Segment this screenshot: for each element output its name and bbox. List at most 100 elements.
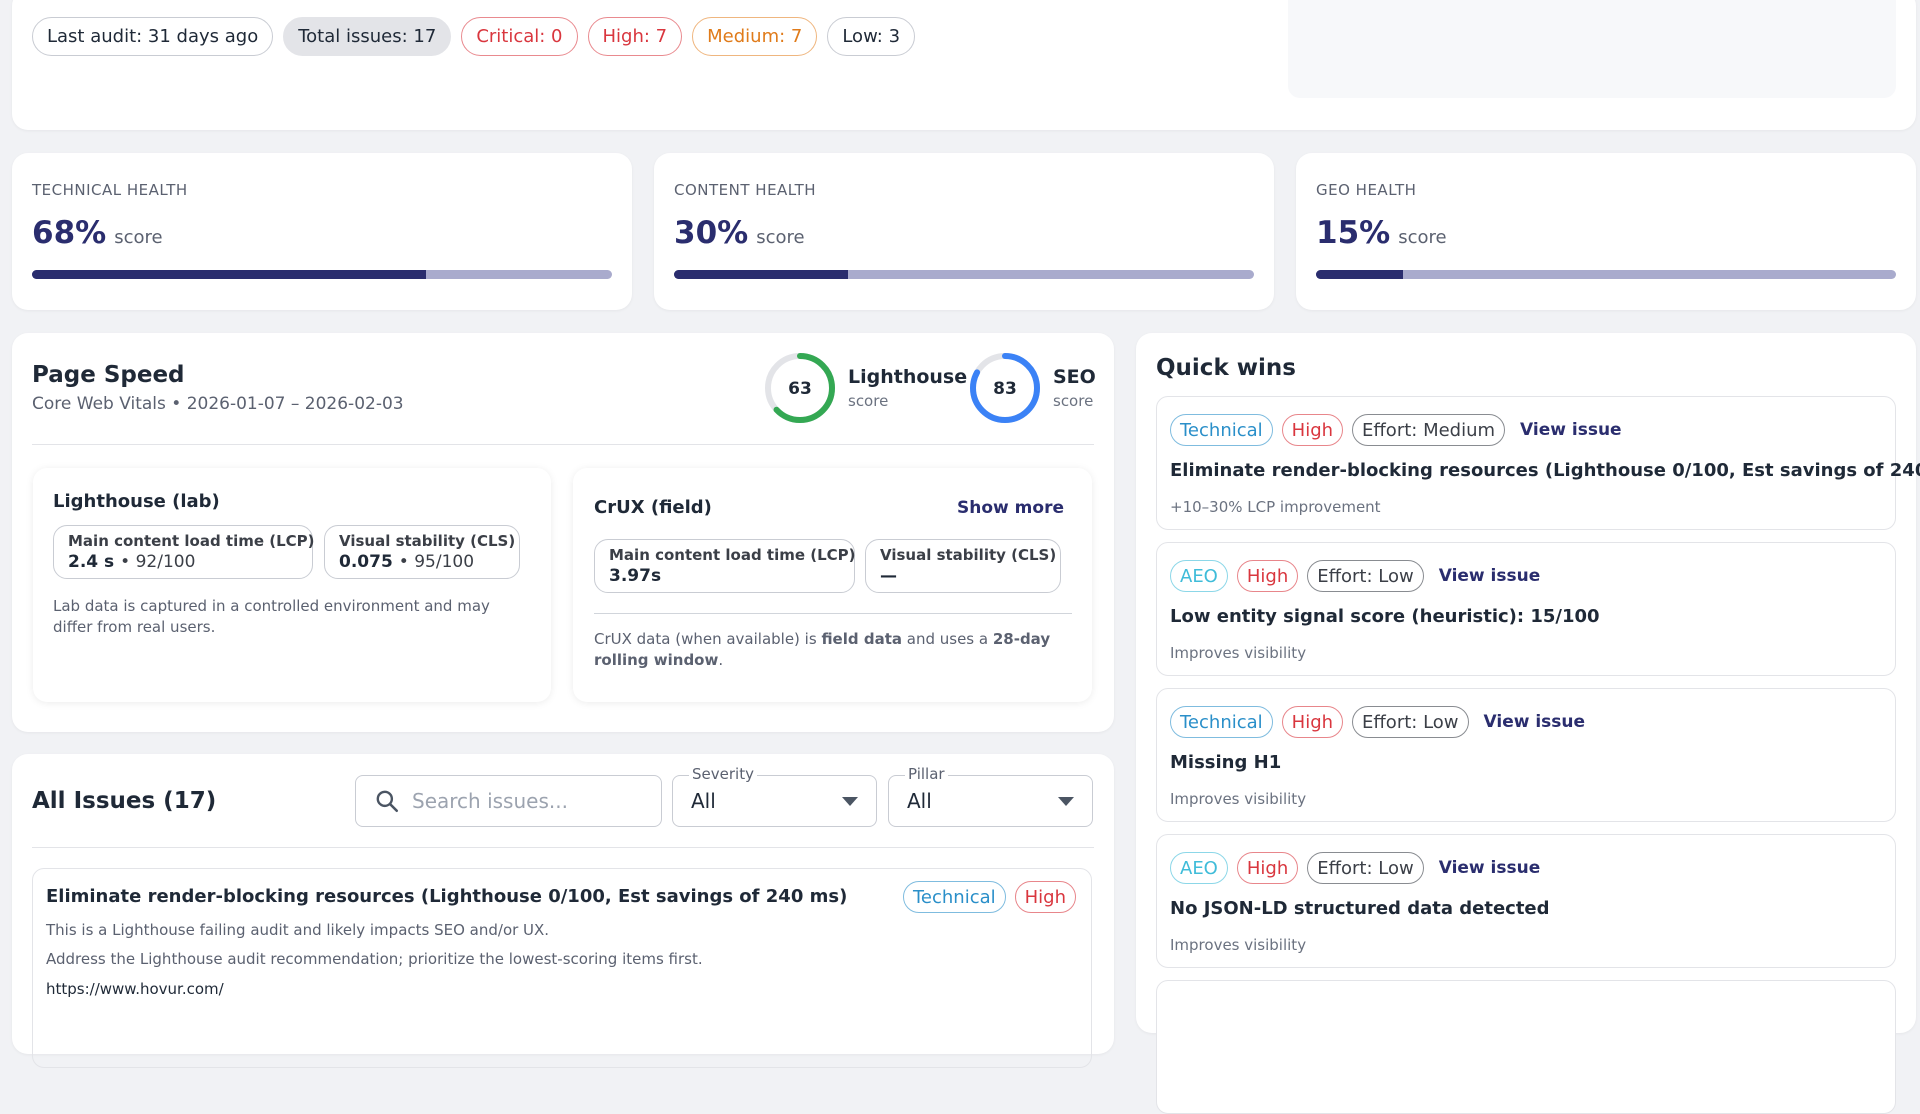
quick-win-item: Technical High Effort: Medium View issue Eli… <box>1156 396 1920 530</box>
tag: High <box>1236 852 1299 884</box>
summary-chip: Medium: 7 <box>692 17 818 56</box>
filter-label: Pillar <box>905 765 948 783</box>
tag-row: Technical High Effort: Low View issue <box>1170 706 1585 738</box>
field-card: CrUX (field) Show more CrUX data (when a… <box>573 468 1092 702</box>
note-part: 28-day rolling window <box>594 630 1051 669</box>
metric-name: Main content load time (LCP) <box>609 546 856 564</box>
view-issue-link[interactable]: View issue <box>1483 712 1586 732</box>
health-value: 30% score <box>674 215 805 251</box>
summary-chip: Total issues: 17 <box>283 17 452 56</box>
tag: AEO <box>1170 852 1228 884</box>
gauge-value: 83 <box>993 379 1017 399</box>
metric-chip: Main content load time (LCP) 3.97s <box>594 539 856 593</box>
tag: Technical <box>1170 706 1273 738</box>
note: CrUX data (when available) is field data… <box>594 629 1064 671</box>
summary-chip: Last audit: 31 days ago <box>32 17 274 56</box>
quick-win-item <box>1156 980 1896 1114</box>
summary-chip: High: 7 <box>587 17 683 56</box>
divider <box>32 444 1094 445</box>
metric-chip: Visual stability (CLS) — <box>865 539 1061 593</box>
view-issue-link[interactable]: View issue <box>1438 566 1541 586</box>
filter-select[interactable]: Severity All <box>672 765 877 827</box>
metric-score: • 92/100 <box>120 552 196 572</box>
tag: High <box>1281 414 1344 446</box>
tag: Effort: Low <box>1307 560 1424 592</box>
gauge-value: 63 <box>788 379 812 399</box>
dropdown-caret <box>1058 797 1074 806</box>
health-value-label: 68% <box>32 215 107 251</box>
quick-win-detail: Improves visibility <box>1170 790 1307 808</box>
summary-chip: Critical: 0 <box>461 17 578 56</box>
gauge-sub: score <box>848 392 889 410</box>
quick-win-item: AEO High Effort: Low View issue No JSON-LD s… <box>1156 834 1896 968</box>
screenshot-placeholder <box>1288 0 1896 98</box>
gauge-sub: score <box>1053 392 1094 410</box>
progress-track <box>1316 270 1896 279</box>
note-part: and uses a <box>901 630 993 648</box>
metric-value: 3.97s <box>609 566 840 586</box>
gauge-label: SEO <box>1053 366 1096 388</box>
tag: High <box>1236 560 1299 592</box>
progress-fill <box>32 270 427 279</box>
issue-item: Eliminate render-blocking resources (Lig… <box>32 868 1092 1068</box>
dropdown-caret <box>842 797 858 806</box>
search-placeholder: Search issues... <box>412 789 568 813</box>
metric-name: Visual stability (CLS) <box>880 546 1057 564</box>
quick-win-item: AEO High Effort: Low View issue Low entity s… <box>1156 542 1896 676</box>
metric-value-text: 0.075 <box>339 552 393 572</box>
section-title: Quick wins <box>1156 355 1296 381</box>
health-label: GEO HEALTH <box>1316 181 1417 199</box>
issue-text: This is a Lighthouse failing audit and l… <box>46 921 550 939</box>
caret <box>842 797 858 806</box>
metric-value: 2.4 s • 92/100 <box>68 552 298 572</box>
quick-win-title: Missing H1 <box>1170 752 1282 773</box>
card-title: CrUX (field) <box>594 497 712 518</box>
quick-win-title: No JSON-LD structured data detected <box>1170 898 1550 919</box>
tag: High <box>1014 881 1076 913</box>
section-title: All Issues (17) <box>32 788 217 814</box>
tag-row: Technical High <box>902 881 1085 913</box>
tag-row: Technical High Effort: Medium View issue <box>1170 414 1622 446</box>
metric-name: Visual stability (CLS) <box>339 532 516 550</box>
progress-track <box>32 270 612 279</box>
show-more[interactable]: Show more <box>957 498 1064 518</box>
progress-fill <box>674 270 848 279</box>
tag-row: AEO High Effort: Low View issue <box>1170 560 1540 592</box>
metric-value-text: 2.4 s <box>68 552 115 572</box>
metric-name: Main content load time (LCP) <box>68 532 315 550</box>
page: Last audit: 31 days ago Total issues: 17 C… <box>12 0 1920 1114</box>
metric-value-text: 3.97s <box>609 566 662 586</box>
gauge-label: Lighthouse <box>848 366 968 388</box>
quick-win-detail: +10–30% LCP improvement <box>1170 498 1381 516</box>
tag: Effort: Low <box>1307 852 1424 884</box>
section-title: Page Speed <box>32 362 185 388</box>
progress-track <box>674 270 1254 279</box>
issues-card: All Issues (17) Search issues... Severit… <box>12 754 1114 1068</box>
tag: Effort: Medium <box>1352 414 1506 446</box>
quick-win-detail: Improves visibility <box>1170 644 1307 662</box>
view-issue-link[interactable]: View issue <box>1438 858 1541 878</box>
view-issue-link[interactable]: View issue <box>1520 420 1622 440</box>
filter-select[interactable]: Pillar All <box>888 765 1093 827</box>
quick-win-title: Eliminate render-blocking resources (Lig… <box>1170 460 1920 481</box>
tag-row: AEO High Effort: Low View issue <box>1170 852 1540 884</box>
page-speed-card: Page Speed Core Web Vitals • 2026-01-07 … <box>12 333 1114 732</box>
note-part: CrUX data (when available) is <box>594 630 822 648</box>
tag: AEO <box>1170 560 1228 592</box>
summary-chip: Low: 3 <box>827 17 916 56</box>
health-value: 15% score <box>1316 215 1447 251</box>
gauge-arc <box>970 353 1040 423</box>
metric-score: • 95/100 <box>398 552 475 572</box>
lab-card: Lighthouse (lab) Lab data is captured in… <box>33 468 551 702</box>
tag: Technical <box>1170 414 1273 446</box>
note-part: . <box>718 651 724 669</box>
health-card: GEO HEALTH 15% score <box>1296 153 1916 310</box>
quick-win-title: Low entity signal score (heuristic): 15/… <box>1170 606 1600 627</box>
metric-chip: Main content load time (LCP) 2.4 s • 92/10… <box>53 525 315 579</box>
summary-card <box>12 0 1916 130</box>
search-box[interactable]: Search issues... <box>355 775 662 827</box>
divider <box>32 847 1094 848</box>
health-value: 68% score <box>32 215 163 251</box>
issue-text: Address the Lighthouse audit recommendat… <box>46 950 703 968</box>
quick-wins-card: Quick wins Technical High Effort: Medium Vi… <box>1136 333 1920 1114</box>
